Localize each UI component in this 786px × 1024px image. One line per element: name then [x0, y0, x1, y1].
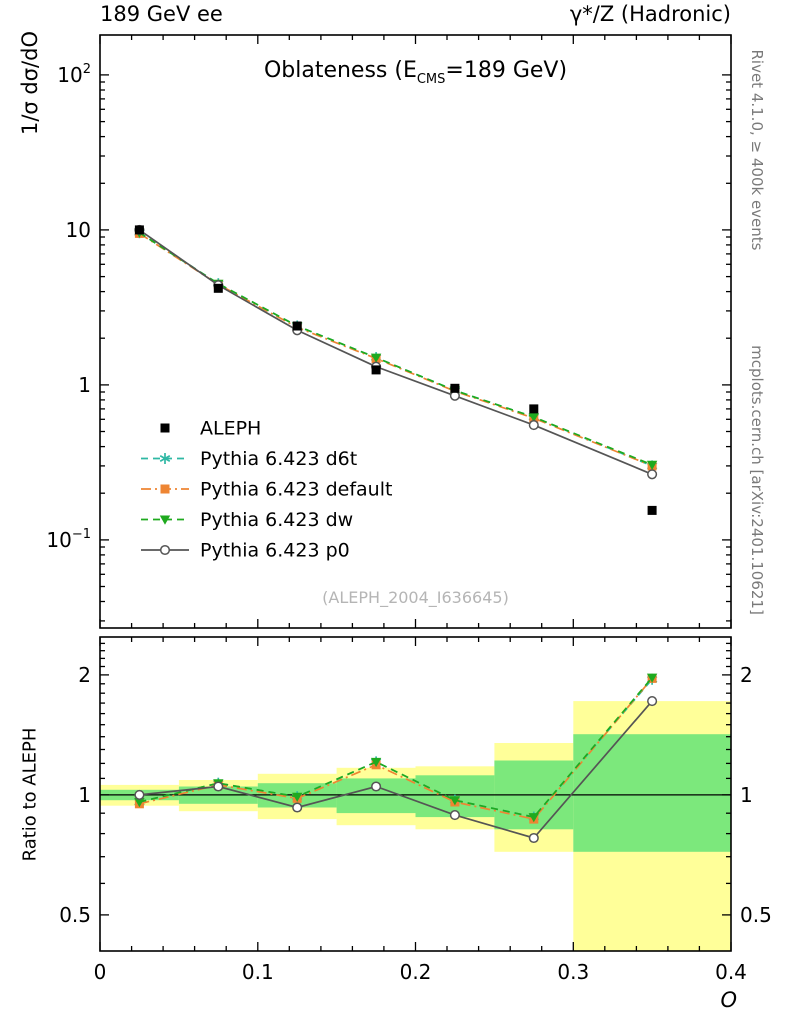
marker-circle-open — [528, 420, 539, 431]
ratio-y-tick-label-left: 2 — [78, 663, 91, 687]
legend-label-default: Pythia 6.423 default — [200, 479, 392, 501]
marker-square — [529, 404, 539, 414]
marker-circle-open — [134, 789, 145, 800]
marker-triangle-down — [646, 460, 658, 470]
ratio-series-p0 — [134, 696, 658, 844]
x-tick-label: 0.4 — [715, 960, 747, 984]
marker-circle-open — [159, 544, 171, 556]
marker-triangle-down — [646, 673, 658, 683]
legend-label-dw: Pythia 6.423 dw — [200, 509, 353, 531]
ratio-series — [134, 673, 658, 844]
ratio-y-tick-label-right: 2 — [740, 663, 753, 687]
marker-square — [213, 283, 223, 293]
ratio-y-tick-label-right: 0.5 — [740, 903, 772, 927]
beam-energy-label: 189 GeV ee — [100, 2, 223, 26]
marker-circle-open — [371, 781, 382, 792]
main-y-tick-label: 10 — [66, 218, 91, 242]
marker-circle-open — [528, 832, 539, 844]
main-y-tick-label: 10−1 — [46, 527, 91, 552]
marker-triangle-down — [449, 796, 461, 806]
marker-triangle-down — [292, 792, 303, 802]
ratio-y-tick-label-left: 1 — [78, 783, 91, 807]
legend-item-default: Pythia 6.423 default — [141, 479, 392, 501]
marker-triangle-down — [528, 413, 539, 423]
ratio-y-axis-title: Ratio to ALEPH — [19, 727, 41, 862]
marker-square — [134, 225, 144, 235]
marker-triangle-down — [370, 757, 382, 768]
x-tick-label: 0.1 — [242, 960, 274, 984]
process-label: γ*/Z (Hadronic) — [569, 2, 731, 26]
marker-square — [371, 365, 381, 375]
marker-square — [160, 423, 170, 433]
x-tick-label: 0.2 — [400, 960, 432, 984]
marker-triangle-down — [134, 798, 145, 808]
plot-title-pre: Oblateness (E — [263, 58, 417, 83]
marker-circle-open — [449, 810, 460, 821]
main-plot-frame — [99, 34, 732, 629]
axis-ticks — [99, 35, 732, 951]
x-tick-label: 0.3 — [557, 960, 589, 984]
legend-item-aleph: ALEPH — [160, 418, 261, 440]
plot-title-post: =189 GeV) — [445, 58, 568, 83]
legend-label-d6t: Pythia 6.423 d6t — [200, 448, 357, 470]
marker-square — [450, 383, 460, 393]
plot-title-subscript: CMS — [416, 72, 446, 87]
main-y-tick-label: 1 — [78, 373, 91, 397]
ratio-y-tick-label-right: 1 — [740, 783, 753, 807]
legend-label-aleph: ALEPH — [200, 418, 261, 440]
marker-square — [647, 505, 657, 515]
legend-item-d6t: Pythia 6.423 d6t — [141, 448, 357, 470]
marker-triangle-down — [159, 515, 171, 525]
ratio-y-tick-label-left: 0.5 — [59, 903, 91, 927]
main-y-tick-label: 102 — [57, 62, 91, 87]
ratio-uncertainty-bands — [100, 701, 732, 951]
marker-circle-open — [213, 781, 224, 792]
marker-square — [160, 484, 170, 494]
main-y-axis-title: 1/σ dσ/dO — [18, 31, 42, 135]
marker-circle-open — [292, 802, 303, 813]
main-series-aleph — [134, 225, 657, 515]
marker-circle-open — [647, 469, 658, 480]
legend-label-p0: Pythia 6.423 p0 — [200, 540, 350, 562]
main-series-p0 — [134, 224, 658, 480]
mcplots-arxiv-note: mcplots.cern.ch [arXiv:2401.10621] — [748, 345, 766, 615]
plot-title: Oblateness (ECMS=189 GeV) — [100, 58, 731, 87]
marker-triangle-down — [370, 353, 382, 363]
marker-circle-open — [647, 696, 658, 707]
legend-item-dw: Pythia 6.423 dw — [141, 509, 353, 531]
legend-item-p0: Pythia 6.423 p0 — [141, 540, 350, 562]
rivet-version-note: Rivet 4.1.0, ≥ 400k events — [748, 49, 766, 251]
green-band-bin-6 — [573, 734, 732, 852]
marker-square — [292, 321, 302, 331]
x-axis-title: O — [720, 988, 737, 1012]
analysis-id-watermark: (ALEPH_2004_I636645) — [322, 588, 509, 607]
main-series — [134, 224, 658, 515]
legend: ALEPH Pythia 6.423 d6t Pythia 6.423 defaul… — [141, 418, 392, 562]
marker-star — [159, 455, 171, 463]
tick-labels: 102 10 1 10−1 2 2 1 1 0.5 0.5 0 0.1 0.2 0.3 0.4 — [46, 62, 771, 984]
marker-triangle-down — [528, 813, 539, 823]
x-tick-label: 0 — [94, 960, 107, 984]
